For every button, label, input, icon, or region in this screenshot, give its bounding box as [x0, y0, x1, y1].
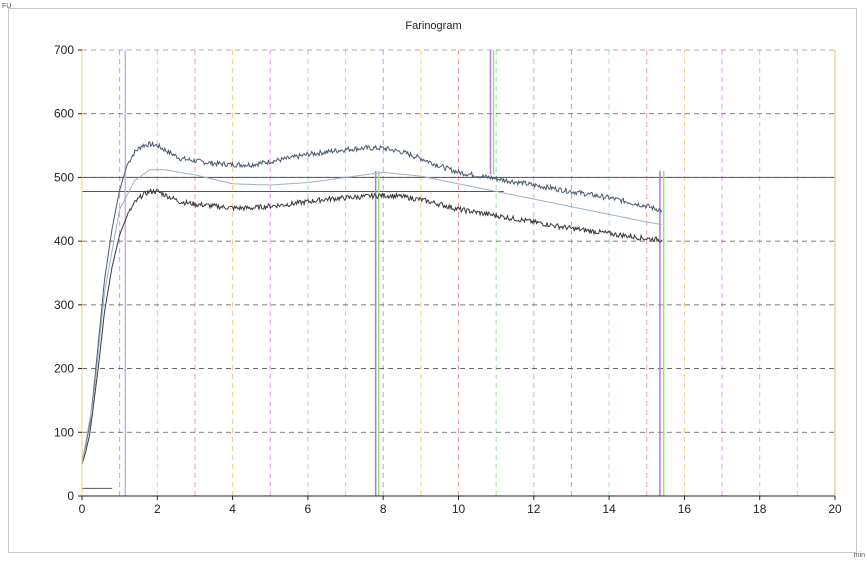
x-tick-label: 2 — [154, 502, 161, 516]
y-tick-label: 500 — [54, 170, 74, 184]
grid — [82, 49, 835, 496]
x-tick-label: 6 — [305, 502, 312, 516]
y-tick-label: 700 — [54, 43, 74, 57]
y-tick-label: 100 — [54, 425, 74, 439]
chart-border — [8, 8, 857, 553]
y-tick-label: 300 — [54, 298, 74, 312]
series-line-3 — [81, 169, 662, 463]
x-tick-label: 8 — [380, 502, 387, 516]
series-line-2 — [81, 188, 663, 465]
x-tick-label: 10 — [452, 502, 466, 516]
y-tick-label: 600 — [54, 107, 74, 121]
y-tick-label: 0 — [67, 489, 74, 503]
series-lines — [81, 140, 663, 465]
x-tick-label: 4 — [229, 502, 236, 516]
y-tick-label: 200 — [54, 362, 74, 376]
chart-title: Farinogram — [405, 20, 462, 32]
x-unit-label: min — [853, 552, 865, 559]
x-tick-label: 14 — [602, 502, 616, 516]
y-tick-label: 400 — [54, 234, 74, 248]
y-unit-label: FU — [2, 3, 12, 10]
x-tick-label: 12 — [527, 502, 541, 516]
x-tick-label: 16 — [678, 502, 692, 516]
x-tick-label: 0 — [79, 502, 86, 516]
series-line-1 — [81, 140, 663, 462]
x-tick-label: 18 — [753, 502, 767, 516]
x-tick-label: 20 — [828, 502, 842, 516]
